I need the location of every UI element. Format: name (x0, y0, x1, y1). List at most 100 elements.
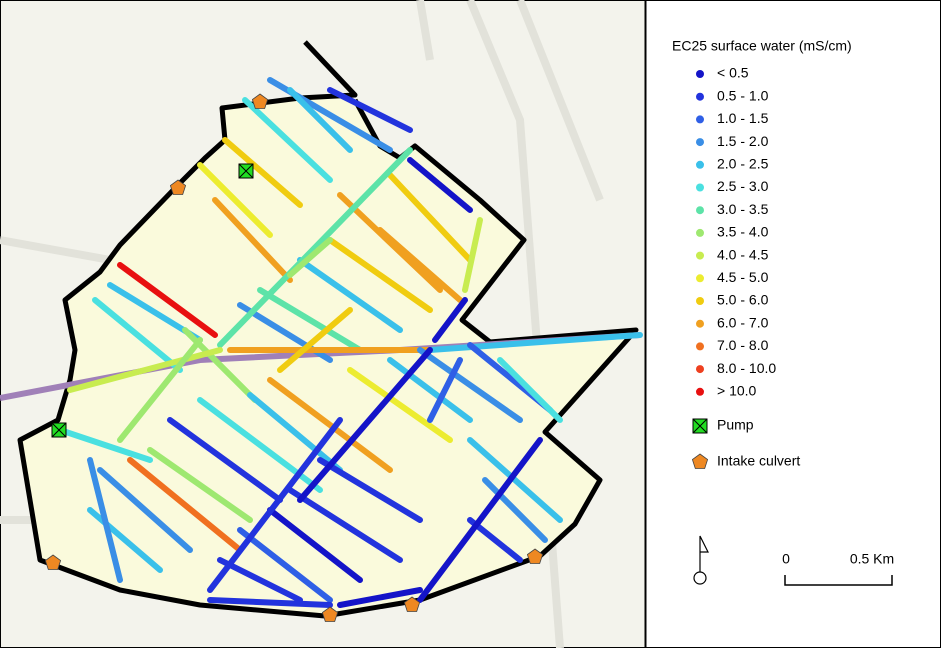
ditch (467, 437, 563, 523)
legend-swatch (691, 453, 709, 469)
legend-label: 4.0 - 4.5 (717, 246, 769, 262)
ditch (432, 297, 468, 343)
intake-culvert (526, 548, 544, 564)
ditch (417, 347, 523, 423)
roads (0, 0, 604, 648)
legend-swatch (696, 387, 704, 396)
intake-culvert (321, 606, 339, 622)
legend-label: 2.5 - 3.0 (717, 178, 769, 194)
ditch (87, 507, 163, 573)
legend-swatch (696, 319, 704, 328)
ditch (387, 357, 473, 423)
ditch (277, 307, 353, 373)
intake-culvert (44, 554, 62, 570)
scale-label: 0.5 Km (850, 551, 894, 567)
ditch (327, 87, 413, 133)
ditches (57, 77, 643, 608)
ditch (127, 457, 243, 553)
legend-swatch (696, 183, 704, 192)
ditch (337, 587, 423, 608)
ditch (92, 297, 183, 373)
ditch (267, 507, 363, 583)
ditch (242, 97, 333, 183)
legend-swatch (696, 92, 704, 101)
ditch (237, 527, 333, 603)
ditch (287, 487, 403, 563)
legend-swatch (692, 418, 708, 434)
legend-label: 4.5 - 5.0 (717, 269, 769, 285)
legend-swatch (696, 206, 704, 215)
ditch (347, 367, 453, 443)
intake-culvert (403, 596, 421, 612)
legend-swatch (696, 297, 704, 305)
legend-title: EC25 surface water (mS/cm) (672, 38, 852, 54)
legend-label: 1.0 - 1.5 (717, 110, 769, 126)
ditch (87, 457, 123, 583)
legend-label: Intake culvert (717, 453, 800, 469)
ditch (387, 172, 473, 263)
ditch (57, 427, 153, 463)
ditch (407, 157, 473, 213)
legend: EC25 surface water (mS/cm) < 0.5 0.5 - 1.… (672, 38, 852, 469)
ditch (217, 557, 303, 603)
legend-swatch (696, 160, 704, 169)
legend-swatch (696, 228, 704, 237)
ditch (247, 392, 343, 473)
north-arrow (693, 535, 709, 585)
ditch (217, 147, 413, 348)
ditch (97, 467, 193, 553)
ditch (417, 437, 543, 603)
map-panel (0, 0, 645, 648)
legend-label: 1.5 - 2.0 (717, 133, 769, 149)
ditch (377, 227, 463, 303)
legend-label: 0.5 - 1.0 (717, 87, 769, 103)
ditch (67, 347, 223, 393)
ditch (482, 477, 548, 543)
legend-swatch (696, 70, 704, 78)
ditch (297, 347, 433, 503)
pump (51, 422, 67, 438)
ditch (117, 337, 203, 443)
scale-label: 0 (782, 551, 790, 567)
ditch (297, 257, 403, 333)
ditch (427, 357, 463, 423)
legend-label: 3.5 - 4.0 (717, 224, 769, 240)
legend-label: 3.0 - 3.5 (717, 201, 769, 217)
legend-swatch (696, 115, 704, 124)
ditch (207, 417, 343, 593)
legend-label: > 10.0 (717, 383, 757, 399)
legend-swatch (696, 365, 704, 374)
ditch (257, 287, 363, 353)
pump (238, 163, 254, 179)
ditch (267, 377, 393, 473)
ditch (327, 237, 433, 313)
legend-swatch (696, 274, 704, 283)
ditch (287, 237, 333, 278)
ditch (212, 197, 293, 283)
ditch (197, 162, 273, 238)
ditch (462, 217, 483, 293)
ditch (497, 357, 563, 423)
ditch (287, 87, 353, 153)
map-symbols (44, 93, 544, 622)
legend-label: 8.0 - 10.0 (717, 360, 776, 376)
legend-swatch (696, 251, 704, 260)
ditch (317, 457, 423, 523)
legend-label: 6.0 - 7.0 (717, 314, 769, 330)
legend-label: Pump (717, 417, 754, 433)
legend-label: 2.0 - 2.5 (717, 156, 769, 172)
intake-culvert (251, 93, 269, 109)
ditch (427, 332, 643, 353)
ditch (207, 597, 333, 608)
intake-culvert (169, 179, 187, 195)
ditch (222, 137, 303, 208)
legend-swatch (696, 138, 704, 147)
scale-bar: 0 0.5 Km (782, 551, 894, 586)
legend-label: 7.0 - 8.0 (717, 337, 769, 353)
ditch (117, 262, 218, 338)
ditch (167, 417, 283, 503)
legend-label: < 0.5 (717, 65, 749, 81)
legend-swatch (696, 342, 704, 351)
ditch (147, 447, 253, 523)
